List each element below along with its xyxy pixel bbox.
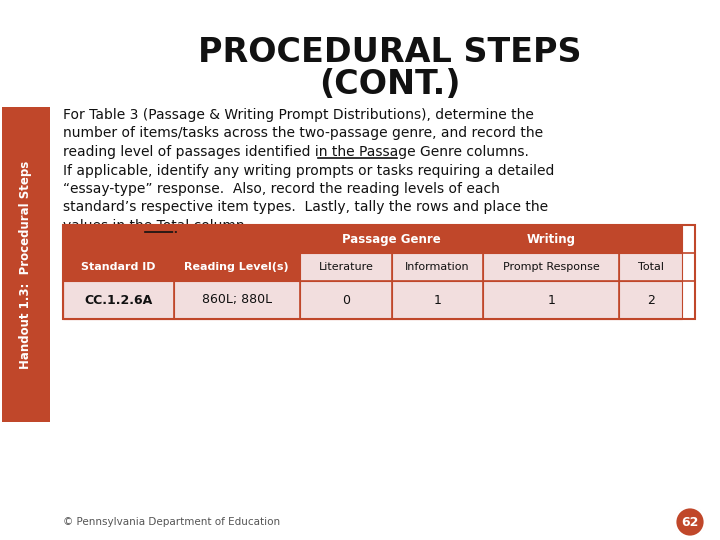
Bar [174,281,300,319]
Text: 1: 1 [433,294,441,307]
Text: For Table 3 (Passage & Writing Prompt Distributions), determine the: For Table 3 (Passage & Writing Prompt Di… [63,108,534,122]
Text: 860L; 880L: 860L; 880L [202,294,272,307]
Bar [392,281,483,319]
Bar [619,253,683,281]
Text: 0: 0 [342,294,350,307]
Bar [483,253,619,281]
Text: 2: 2 [647,294,654,307]
Bar [63,225,695,319]
Text: values in the Total column.: values in the Total column. [63,219,249,233]
Text: If applicable, identify any writing prompts or tasks requiring a detailed: If applicable, identify any writing prom… [63,164,554,178]
Text: Standard ID: Standard ID [81,262,156,272]
Bar [619,281,683,319]
Bar [300,225,392,253]
Bar [483,281,619,319]
Text: reading level of passages identified in the Passage Genre columns.: reading level of passages identified in … [63,145,529,159]
Bar [63,281,174,319]
Bar [392,225,483,253]
Text: Reading Level(s): Reading Level(s) [184,262,289,272]
Bar [300,281,392,319]
Text: CC.1.2.6A: CC.1.2.6A [84,294,153,307]
Text: Total: Total [638,262,664,272]
Text: Literature: Literature [318,262,373,272]
Text: © Pennsylvania Department of Education: © Pennsylvania Department of Education [63,517,280,527]
Text: (CONT.): (CONT.) [319,69,461,102]
Circle shape [675,507,705,537]
Text: PROCEDURAL STEPS: PROCEDURAL STEPS [198,37,582,70]
Bar [174,225,300,253]
Text: Information: Information [405,262,469,272]
Bar [63,253,174,281]
Bar [174,253,300,281]
Text: “essay-type” response.  Also, record the reading levels of each: “essay-type” response. Also, record the … [63,182,500,196]
Text: 62: 62 [681,516,698,529]
Text: standard’s respective item types.  Lastly, tally the rows and place the: standard’s respective item types. Lastly… [63,200,548,214]
Bar [483,225,619,253]
Bar [619,225,683,253]
Bar [392,253,483,281]
Text: Passage Genre: Passage Genre [342,233,441,246]
Bar [2,107,50,422]
Text: Handout 1.3:  Procedural Steps: Handout 1.3: Procedural Steps [19,160,32,369]
Text: number of items/tasks across the two-passage genre, and record the: number of items/tasks across the two-pas… [63,126,543,140]
Text: Writing: Writing [527,233,576,246]
Text: Prompt Response: Prompt Response [503,262,600,272]
Bar [63,225,174,253]
Bar [300,253,392,281]
Text: 1: 1 [547,294,555,307]
